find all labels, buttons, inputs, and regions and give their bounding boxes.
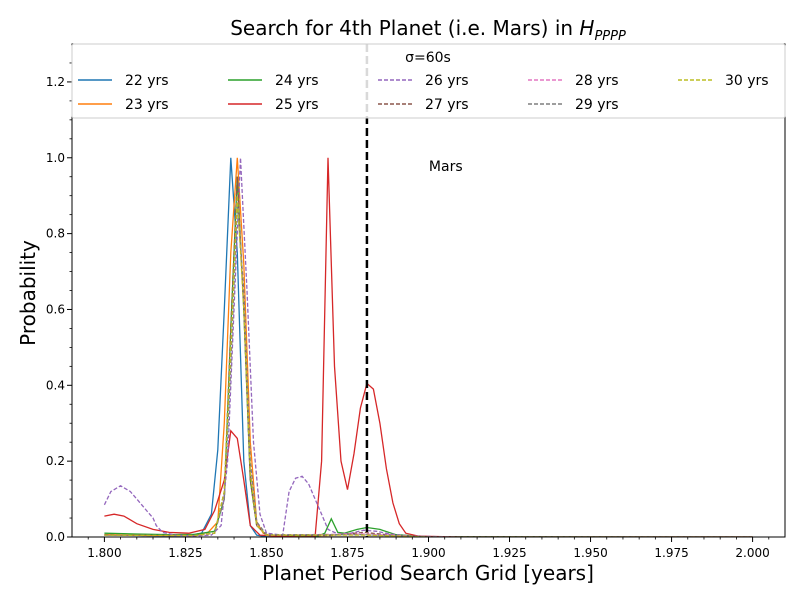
legend-entries: 22 yrs 23 yrs 24 yrs 25 yrs 26 yrs 27 yrs 28 y… (78, 73, 769, 113)
x-tick-label: 1.875 (330, 546, 364, 560)
x-tick-label: 1.975 (654, 546, 688, 560)
series-line-29-yrs (104, 203, 753, 537)
y-tick-label: 0.6 (46, 302, 65, 316)
series-line-23-yrs (104, 157, 753, 537)
legend-label: 24 yrs (275, 73, 319, 89)
chart-title-symbol: H (579, 16, 594, 40)
legend-label: 22 yrs (125, 73, 169, 89)
legend-label: 29 yrs (575, 97, 619, 113)
y-tick-label: 0.8 (46, 227, 65, 241)
legend-label: 23 yrs (125, 97, 169, 113)
series-line-24-yrs (104, 176, 753, 537)
series-line-25-yrs (104, 157, 753, 537)
mars-annotation: Mars (429, 159, 463, 175)
series-line-30-yrs (104, 195, 753, 537)
legend-label: 25 yrs (275, 97, 319, 113)
chart-title-prefix: Search for 4th Planet (i.e. Mars) in (230, 16, 579, 40)
legend-title: σ=60s (405, 50, 451, 66)
y-ticks: 0.0 0.2 0.4 0.6 0.8 1.0 1.2 (46, 62, 72, 544)
x-tick-label: 1.800 (87, 546, 121, 560)
legend: σ=60s 22 yrs 23 yrs 24 yrs 25 yrs 26 yrs 27 y… (71, 43, 786, 119)
legend-label: 30 yrs (725, 73, 769, 89)
series-layer (103, 157, 753, 537)
series-line-28-yrs (104, 195, 753, 537)
series-line-22-yrs (104, 157, 753, 537)
x-axis-label: Planet Period Search Grid [years] (262, 561, 594, 585)
x-tick-label: 1.950 (573, 546, 607, 560)
chart-title: Search for 4th Planet (i.e. Mars) in HPP… (230, 16, 626, 44)
legend-box (71, 43, 786, 119)
series-line-27-yrs (104, 176, 753, 537)
y-axis-label: Probability (16, 240, 40, 346)
chart-title-subscript: PPPP (594, 29, 626, 44)
y-tick-label: 0.2 (46, 454, 65, 468)
series-line-26-yrs (103, 157, 753, 537)
legend-label: 27 yrs (425, 97, 469, 113)
x-tick-label: 2.000 (735, 546, 769, 560)
y-tick-label: 0.4 (46, 378, 65, 392)
y-tick-label: 1.2 (46, 75, 65, 89)
x-tick-label: 1.825 (168, 546, 202, 560)
x-tick-label: 1.900 (411, 546, 445, 560)
legend-label: 26 yrs (425, 73, 469, 89)
y-tick-label: 1.0 (46, 151, 65, 165)
x-ticks: 1.800 1.825 1.850 1.875 1.900 1.925 1.950 1.975… (87, 537, 770, 560)
y-tick-label: 0.0 (46, 530, 65, 544)
x-tick-label: 1.850 (249, 546, 283, 560)
x-tick-label: 1.925 (492, 546, 526, 560)
legend-label: 28 yrs (575, 73, 619, 89)
